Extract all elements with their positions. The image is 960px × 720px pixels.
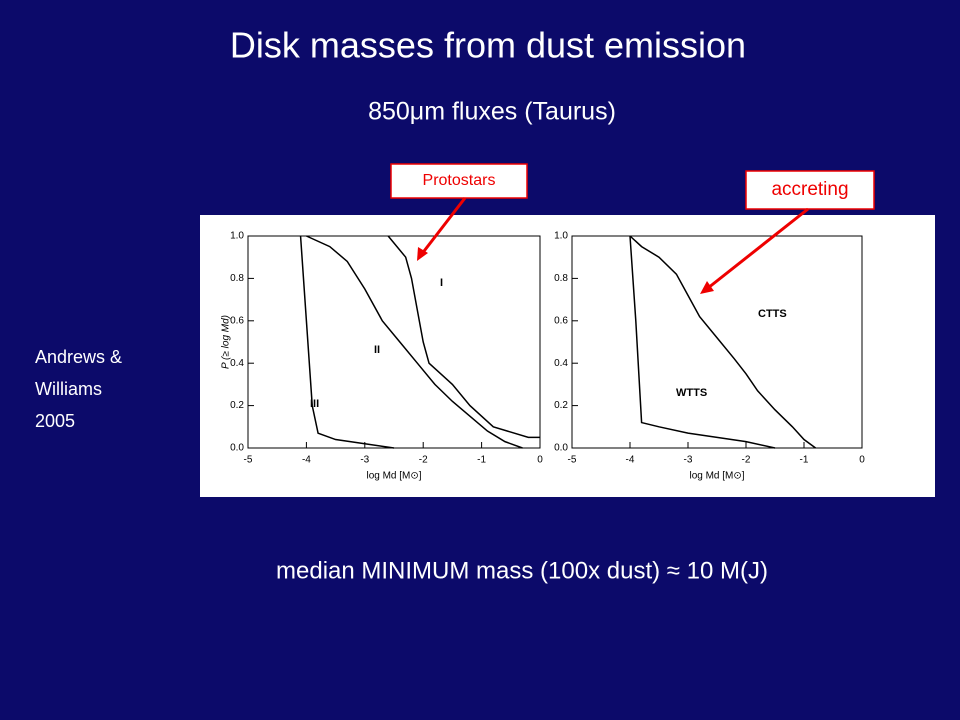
annotation-box [745, 170, 875, 210]
series-line [629, 235, 817, 449]
x-tick-label: -4 [626, 455, 635, 466]
annotation-label: accreting [771, 179, 848, 200]
slide-footer: median MINIMUM mass (100x dust) ≈ 10 M(J… [276, 557, 768, 584]
annotation-arrow [707, 207, 809, 290]
series-label: CTTS [758, 308, 787, 320]
x-tick-label: -2 [419, 455, 428, 466]
x-axis-label: log Md [M⊙] [366, 471, 421, 482]
x-tick-label: -5 [568, 455, 577, 466]
annotation-arrow [419, 197, 467, 256]
y-tick-label: 0.0 [230, 443, 244, 454]
series-label: III [310, 398, 319, 410]
annotation-label: Protostars [423, 172, 496, 189]
x-tick-label: -3 [684, 455, 693, 466]
y-tick-label: 0.8 [230, 273, 244, 284]
y-tick-label: 0.6 [230, 315, 244, 326]
series-line [387, 235, 540, 439]
y-tick-label: 0.6 [554, 315, 568, 326]
y-tick-label: 0.2 [230, 400, 244, 411]
y-tick-label: 0.2 [554, 400, 568, 411]
citation-line: 2005 [35, 411, 75, 431]
y-tick-label: 0.0 [554, 443, 568, 454]
citation-line: Williams [35, 379, 102, 399]
plots: 0.0 0.2 0.4 0.6 0.8 1.0 -5 -4 -3 -2 -1 0 log Md [M⊙]… [221, 231, 866, 482]
x-axis-label: log Md [M⊙] [689, 471, 744, 482]
annotation-arrowhead [700, 281, 714, 294]
x-tick-label: -1 [800, 455, 809, 466]
y-tick-label: 0.4 [230, 358, 244, 369]
slide-subtitle: 850μm fluxes (Taurus) [368, 98, 616, 126]
series-line [299, 235, 395, 449]
y-tick-label: 0.4 [554, 358, 568, 369]
x-tick-label: -5 [244, 455, 253, 466]
series-line [629, 235, 776, 449]
x-tick-label: 0 [537, 455, 543, 466]
x-tick-label: -1 [477, 455, 486, 466]
series-label: WTTS [676, 387, 707, 399]
series-label: II [374, 344, 380, 356]
x-tick-label: 0 [859, 455, 865, 466]
y-tick-label: 1.0 [554, 231, 568, 242]
series-line [306, 235, 523, 449]
y-tick-label: 0.8 [554, 273, 568, 284]
x-tick-label: -4 [302, 455, 311, 466]
figure-panel [200, 215, 935, 497]
x-tick-label: -2 [742, 455, 751, 466]
series-label: I [440, 277, 443, 289]
annotation-arrowhead [417, 247, 428, 261]
x-tick-label: -3 [360, 455, 369, 466]
citation-line: Andrews & [35, 347, 122, 367]
annotation-box [390, 163, 528, 199]
y-axis-label: P (≥ log Md) [221, 315, 232, 369]
slide-title: Disk masses from dust emission [230, 25, 746, 66]
plot-frame [571, 235, 863, 449]
y-tick-label: 1.0 [230, 231, 244, 242]
